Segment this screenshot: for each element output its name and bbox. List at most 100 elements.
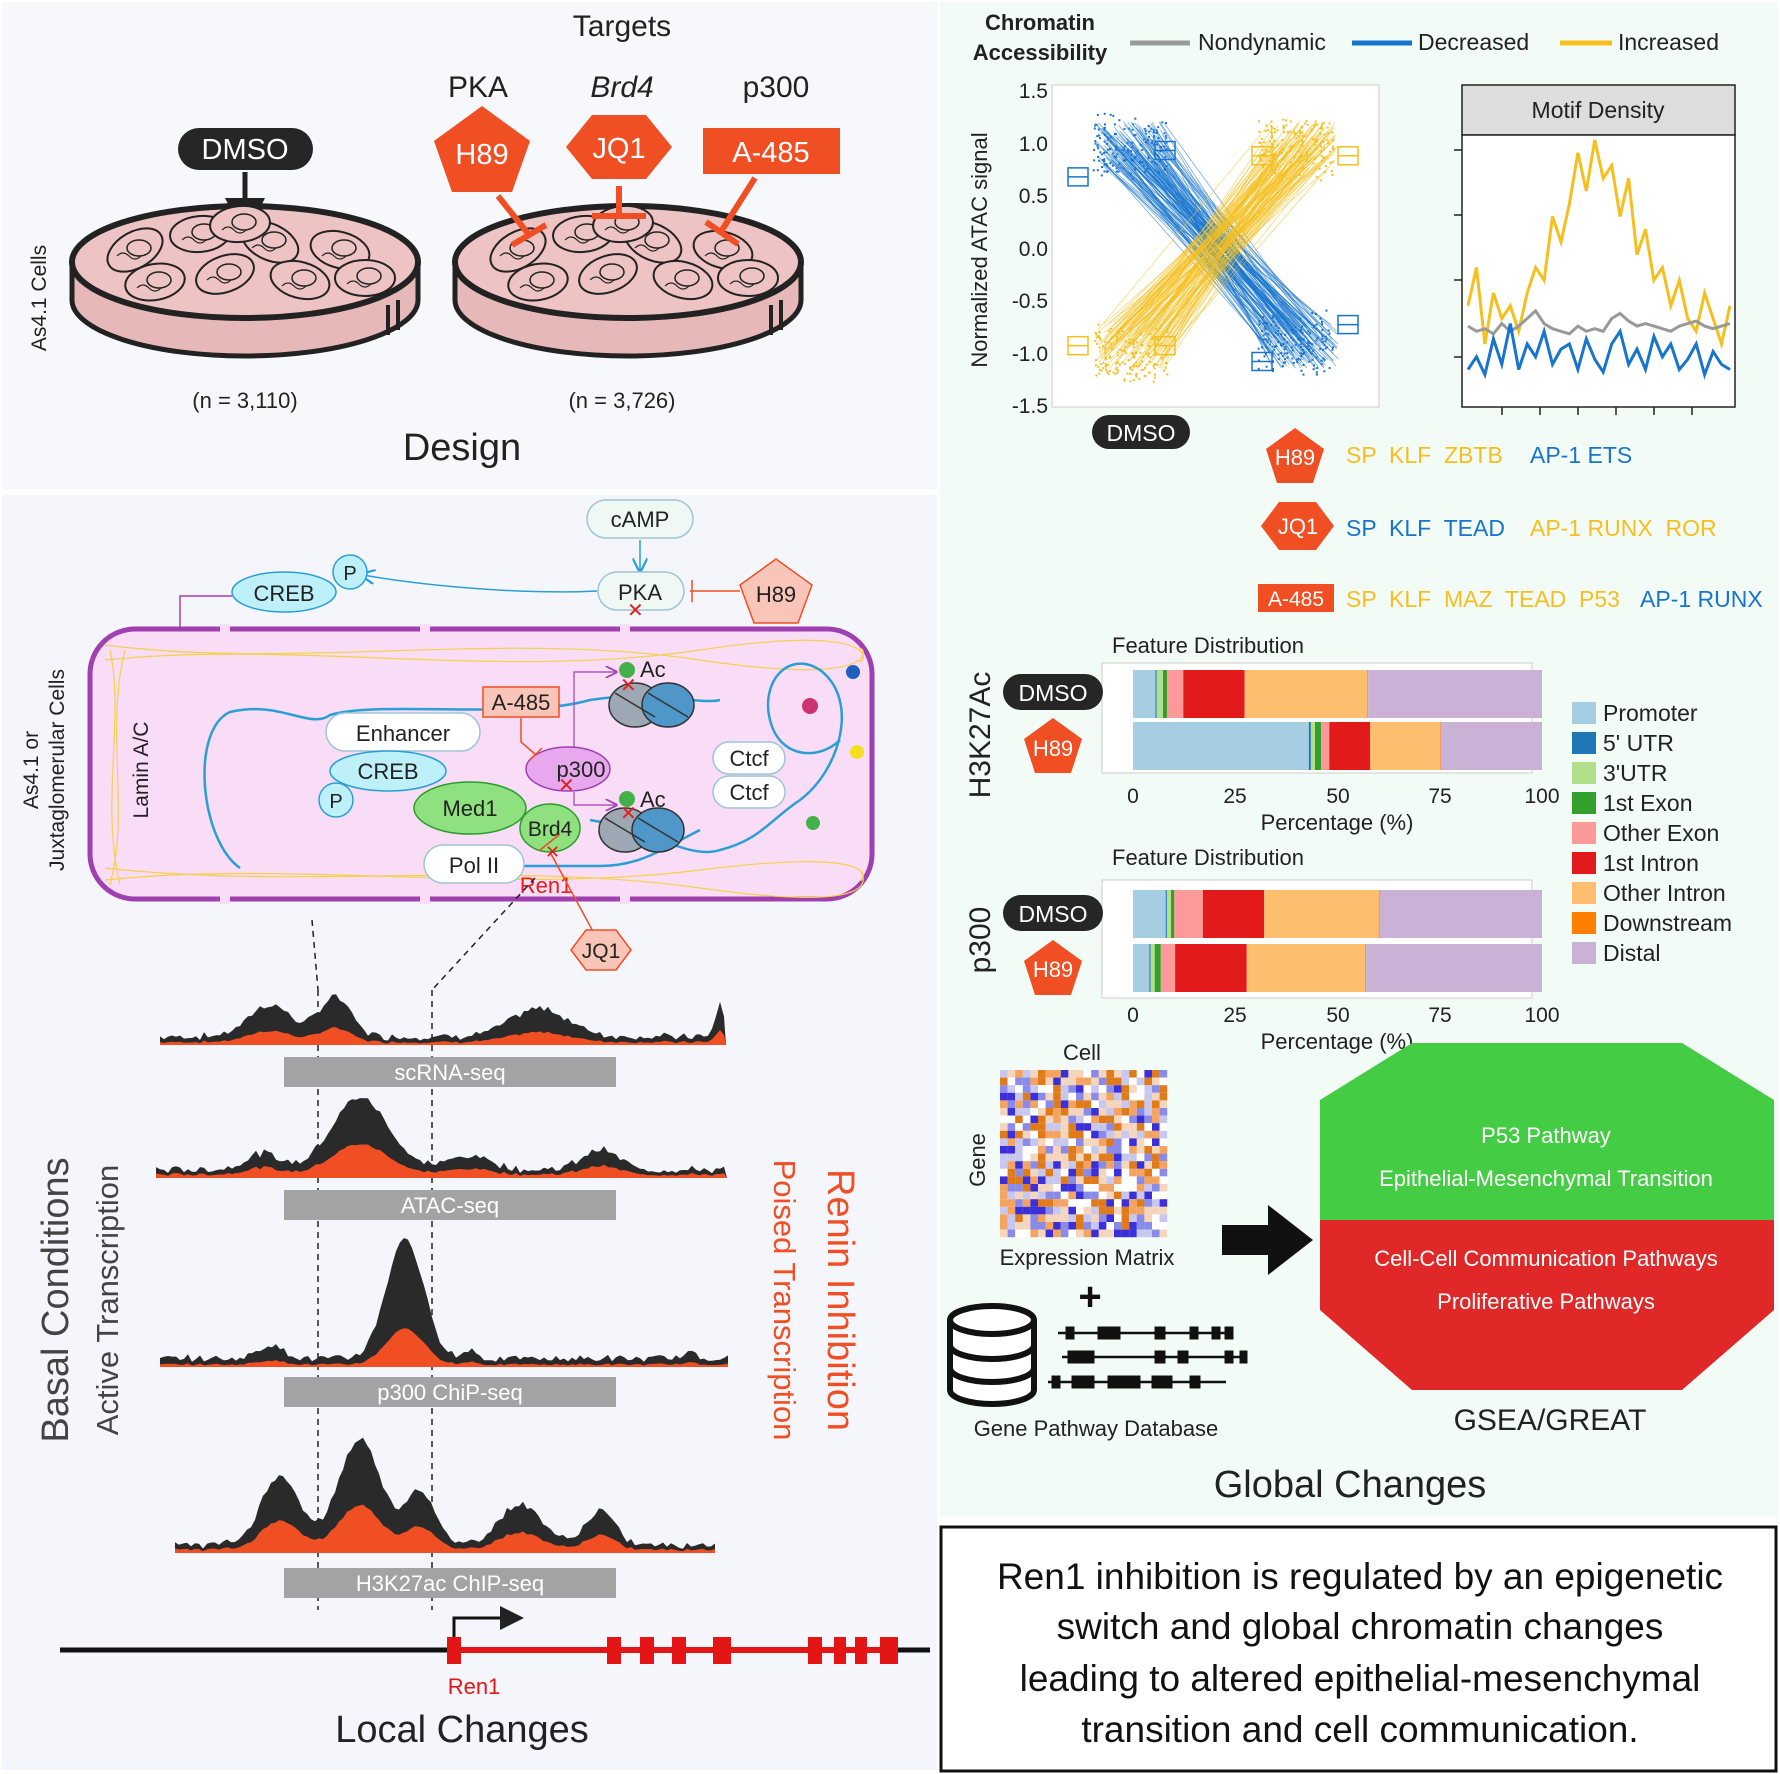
atac-points-decreased bbox=[1321, 329, 1324, 331]
heatmap-cell bbox=[1106, 1138, 1114, 1146]
atac-trace-increased bbox=[1097, 121, 1272, 331]
atac-points-decreased bbox=[1283, 348, 1286, 351]
atac-points-decreased bbox=[1124, 159, 1127, 162]
heatmap-cell bbox=[1038, 1184, 1046, 1192]
creb-nuclear-label: CREB bbox=[357, 759, 418, 784]
atac-points-increased bbox=[1260, 159, 1263, 162]
atac-points-decreased bbox=[1300, 328, 1302, 331]
heatmap-cell bbox=[1114, 1123, 1122, 1131]
heatmap-cell bbox=[1144, 1100, 1152, 1108]
heatmap-cell bbox=[1030, 1153, 1038, 1162]
heatmap-cell bbox=[1007, 1153, 1016, 1162]
atac-points-increased bbox=[1293, 130, 1296, 133]
track-signal-dark bbox=[175, 1437, 715, 1553]
atac-points-increased bbox=[1319, 142, 1322, 145]
heatmap-cell bbox=[1068, 1077, 1076, 1086]
motif-h89-group-b: AP-1 ETS bbox=[1530, 442, 1632, 468]
heatmap-cell bbox=[1022, 1070, 1031, 1078]
feature-bar-segment bbox=[1154, 944, 1161, 992]
atac-points-increased bbox=[1128, 341, 1131, 344]
atac-points-decreased bbox=[1321, 337, 1324, 340]
atac-ytick: 0.0 bbox=[1019, 238, 1048, 261]
atac-points-increased bbox=[1152, 380, 1155, 383]
heatmap-cell bbox=[1060, 1184, 1069, 1192]
atac-points-decreased bbox=[1103, 160, 1106, 163]
heatmap-cell bbox=[1068, 1130, 1076, 1139]
heatmap-cell bbox=[1091, 1138, 1099, 1146]
atac-points-decreased bbox=[1277, 353, 1280, 356]
atac-points-decreased bbox=[1098, 134, 1101, 137]
heatmap-cell bbox=[1060, 1100, 1069, 1108]
atac-points-increased bbox=[1299, 132, 1301, 134]
heatmap-cell bbox=[1136, 1222, 1145, 1230]
heatmap-cell bbox=[1060, 1130, 1069, 1139]
legend-label: 1st Intron bbox=[1603, 850, 1699, 876]
atac-points-decreased bbox=[1284, 333, 1287, 336]
heatmap-cell bbox=[1007, 1161, 1016, 1169]
heatmap-cell bbox=[1000, 1085, 1008, 1093]
heatmap-cell bbox=[1000, 1161, 1008, 1169]
motif-line-decreased bbox=[1466, 323, 1731, 380]
atac-points-decreased bbox=[1136, 149, 1139, 152]
atac-points-increased bbox=[1140, 333, 1142, 336]
feature-bars-p300 bbox=[1133, 890, 1542, 992]
atac-points-decreased bbox=[1155, 143, 1158, 146]
atac-points-decreased bbox=[1093, 148, 1096, 151]
heatmap-cell bbox=[1022, 1138, 1031, 1146]
atac-points-decreased bbox=[1276, 333, 1279, 336]
heatmap-cell bbox=[1159, 1092, 1168, 1101]
atac-points-decreased bbox=[1312, 368, 1315, 371]
motif-jq1-group-a: SP KLF TEAD bbox=[1346, 515, 1505, 541]
heatmap-cell bbox=[1098, 1085, 1107, 1093]
atac-points-decreased bbox=[1126, 141, 1129, 144]
heatmap-cell bbox=[1045, 1115, 1054, 1124]
heatmap-cell bbox=[1144, 1176, 1152, 1184]
atac-points-decreased bbox=[1152, 129, 1155, 132]
atac-ytick: 1.5 bbox=[1019, 80, 1048, 103]
atac-points-decreased bbox=[1324, 347, 1327, 350]
atac-points-increased bbox=[1154, 373, 1156, 376]
atac-points-increased bbox=[1282, 118, 1285, 121]
atac-points-increased bbox=[1318, 167, 1321, 170]
gene-model-icons bbox=[1048, 1326, 1248, 1389]
heatmap-cell bbox=[1106, 1161, 1114, 1169]
heatmap-cell bbox=[1106, 1184, 1114, 1192]
atac-points-increased bbox=[1289, 149, 1292, 152]
heatmap-cell bbox=[1068, 1092, 1076, 1101]
heatmap-cell bbox=[1022, 1123, 1031, 1131]
atac-points-increased bbox=[1099, 336, 1101, 339]
track-label-0: scRNA-seq bbox=[394, 1060, 505, 1085]
heatmap-cell bbox=[1152, 1161, 1160, 1169]
heatmap-cell bbox=[1068, 1153, 1076, 1162]
heatmap-cell bbox=[1038, 1146, 1046, 1154]
atac-points-increased bbox=[1298, 160, 1301, 163]
atac-points-increased bbox=[1102, 361, 1105, 364]
heatmap-cell bbox=[1159, 1130, 1168, 1139]
atac-points-decreased bbox=[1146, 138, 1149, 141]
heatmap-cell bbox=[1030, 1123, 1038, 1131]
creb-top-label: CREB bbox=[253, 581, 314, 606]
heatmap-cell bbox=[1022, 1077, 1031, 1086]
atac-points-increased bbox=[1321, 123, 1324, 126]
heatmap-cell bbox=[1007, 1184, 1016, 1192]
heatmap-cell bbox=[1007, 1115, 1016, 1124]
atac-points-decreased bbox=[1298, 336, 1301, 339]
feature-bar-segment bbox=[1246, 944, 1366, 992]
atac-points-decreased bbox=[1153, 136, 1156, 139]
atac-points-increased bbox=[1263, 141, 1266, 144]
atac-points-decreased bbox=[1309, 342, 1312, 345]
h89-pathway-pentagon bbox=[739, 558, 813, 624]
heatmap-cell bbox=[1068, 1199, 1076, 1207]
atac-points-decreased bbox=[1097, 128, 1100, 131]
heatmap-cell bbox=[1060, 1138, 1069, 1146]
heatmap-cell bbox=[1060, 1229, 1069, 1238]
atac-points-increased bbox=[1108, 369, 1111, 372]
heatmap-cell bbox=[1015, 1070, 1023, 1078]
atac-trace-increased bbox=[1146, 123, 1318, 357]
atac-points-decreased bbox=[1284, 346, 1287, 349]
atac-points-increased bbox=[1295, 132, 1298, 135]
heatmap-cell bbox=[1106, 1229, 1114, 1238]
med1-label: Med1 bbox=[442, 796, 497, 821]
atac-points-decreased bbox=[1321, 341, 1324, 344]
atac-points-decreased bbox=[1300, 352, 1302, 355]
